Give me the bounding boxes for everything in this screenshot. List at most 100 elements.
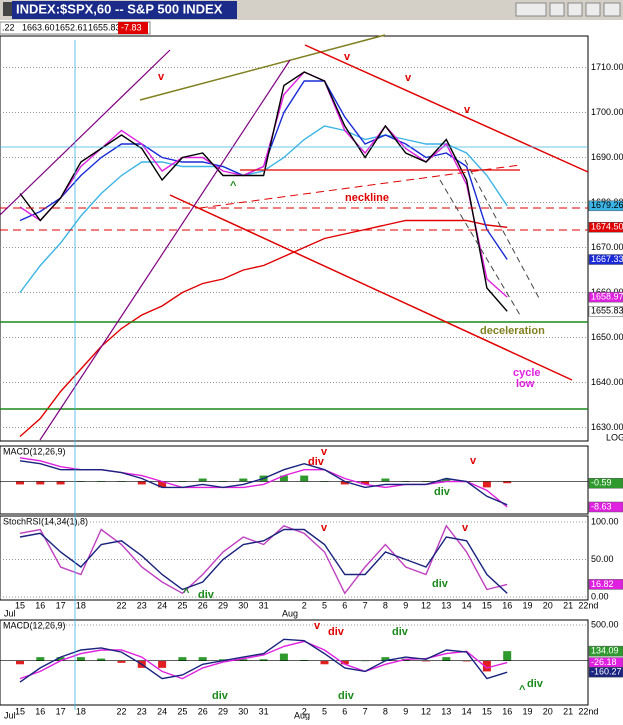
panel-frame — [0, 445, 589, 515]
annotation: div — [527, 678, 544, 690]
x-tick-label: 16 — [35, 600, 45, 610]
x-tick-label: 19 — [522, 600, 532, 610]
y-tick-label: 1710.00 — [591, 62, 623, 72]
x-tick-label: 12 — [421, 706, 431, 716]
price-tag — [588, 579, 623, 590]
x-tick-label: 21 — [563, 706, 573, 716]
x-tick-label: 16 — [35, 706, 45, 716]
histogram-bar — [198, 657, 207, 661]
x-tick-label: 21 — [563, 600, 573, 610]
annotation: v — [321, 446, 328, 458]
x-tick-label: 25 — [177, 706, 187, 716]
annotation: v — [321, 522, 328, 534]
x-tick-label: 17 — [56, 600, 66, 610]
x-tick-label: 16 — [502, 600, 512, 610]
histogram-bar — [239, 478, 248, 482]
y-tick-label: 1630.00 — [591, 422, 623, 432]
quote: 1652.61 — [55, 22, 88, 32]
histogram-bar — [381, 657, 390, 661]
y-tick-label: 50.00 — [591, 554, 614, 564]
x-tick-label: 9 — [403, 706, 408, 716]
histogram-bar — [361, 481, 370, 485]
annotation: v — [344, 51, 351, 63]
series-line — [19, 71, 508, 298]
annotation: div — [434, 486, 451, 498]
quote: 1655.83 — [88, 22, 121, 32]
chart-title: INDEX:$SPX,60 -- S&P 500 INDEX — [16, 1, 223, 16]
x-tick-label: 30 — [238, 706, 248, 716]
series-line — [19, 638, 508, 683]
x-tick-label: 12 — [421, 600, 431, 610]
histogram-bar — [158, 481, 167, 488]
x-tick-label: 31 — [259, 706, 269, 716]
histogram-bar — [16, 481, 24, 485]
x-tick-label: 20 — [543, 600, 553, 610]
histogram-bar — [178, 657, 187, 661]
annotation: div — [338, 690, 355, 702]
dashed-line — [199, 164, 521, 209]
trend-lines — [0, 34, 589, 710]
price-tag-label: 1679.26 — [591, 200, 623, 210]
series-line — [19, 460, 508, 506]
x-tick-label: 22nd — [578, 600, 598, 610]
annotation: div — [432, 578, 449, 590]
histogram-bar — [56, 657, 65, 661]
histogram-bar — [36, 657, 45, 661]
trend-line — [169, 194, 573, 381]
price-tag — [588, 291, 623, 303]
histogram-bar — [340, 660, 349, 665]
panel-frame — [0, 35, 589, 442]
price-tag-label: 1658.97 — [591, 292, 623, 302]
x-tick-label: 30 — [238, 600, 248, 610]
histogram-bar — [340, 481, 349, 485]
button[interactable] — [515, 2, 547, 17]
x-tick-label: 23 — [137, 706, 147, 716]
month-label: Jul — [4, 710, 16, 720]
x-tick-label: 6 — [342, 706, 347, 716]
price-tag — [588, 254, 623, 265]
x-tick-label: 15 — [15, 600, 25, 610]
annotations: v v v v neckline deceleration cycle low … — [158, 51, 545, 702]
y-tick-label: 1690.00 — [591, 152, 623, 162]
histogram-bar — [482, 481, 491, 488]
x-tick-label: 17 — [56, 706, 66, 716]
annotation: div — [328, 626, 345, 638]
histogram-bar — [198, 478, 207, 482]
x-tick-label: 5 — [322, 600, 327, 610]
button[interactable] — [585, 2, 601, 17]
x-tick-label: 15 — [15, 706, 25, 716]
x-tick-label: 7 — [363, 706, 368, 716]
button[interactable] — [567, 2, 583, 17]
series-line — [19, 71, 508, 312]
close-button[interactable] — [603, 2, 621, 17]
histogram-bar — [16, 660, 24, 665]
annotation: v — [158, 71, 165, 83]
price-tag-label: -160.27 — [591, 667, 622, 677]
x-tick-label: 25 — [177, 600, 187, 610]
x-tick-label: 14 — [462, 600, 472, 610]
x-tick-label: 22nd — [578, 706, 598, 716]
x-tick-label: 19 — [522, 706, 532, 716]
log-label: LOG — [606, 432, 623, 442]
histogram-bar — [503, 651, 512, 661]
wedge-line — [464, 159, 541, 301]
x-tick-label: 22 — [116, 706, 126, 716]
x-tick-label: 2 — [302, 600, 307, 610]
x-tick-label: 14 — [462, 706, 472, 716]
x-tick-label: 13 — [441, 706, 451, 716]
series-line — [19, 219, 508, 438]
histogram-bar — [76, 657, 85, 661]
histogram-bar — [158, 660, 167, 668]
x-tick-label: 7 — [363, 600, 368, 610]
price-tag-label: 1674.50 — [591, 222, 623, 232]
price-tag-label: 1667.33 — [591, 254, 623, 264]
x-tick-label: 24 — [157, 600, 167, 610]
histogram-bar — [137, 481, 146, 485]
price-tag-label: -8.63 — [591, 501, 612, 511]
button[interactable] — [549, 2, 565, 17]
histogram-bar — [442, 657, 451, 661]
wedge-line — [439, 179, 521, 316]
icon — [3, 2, 12, 16]
x-tick-label: 20 — [543, 706, 553, 716]
